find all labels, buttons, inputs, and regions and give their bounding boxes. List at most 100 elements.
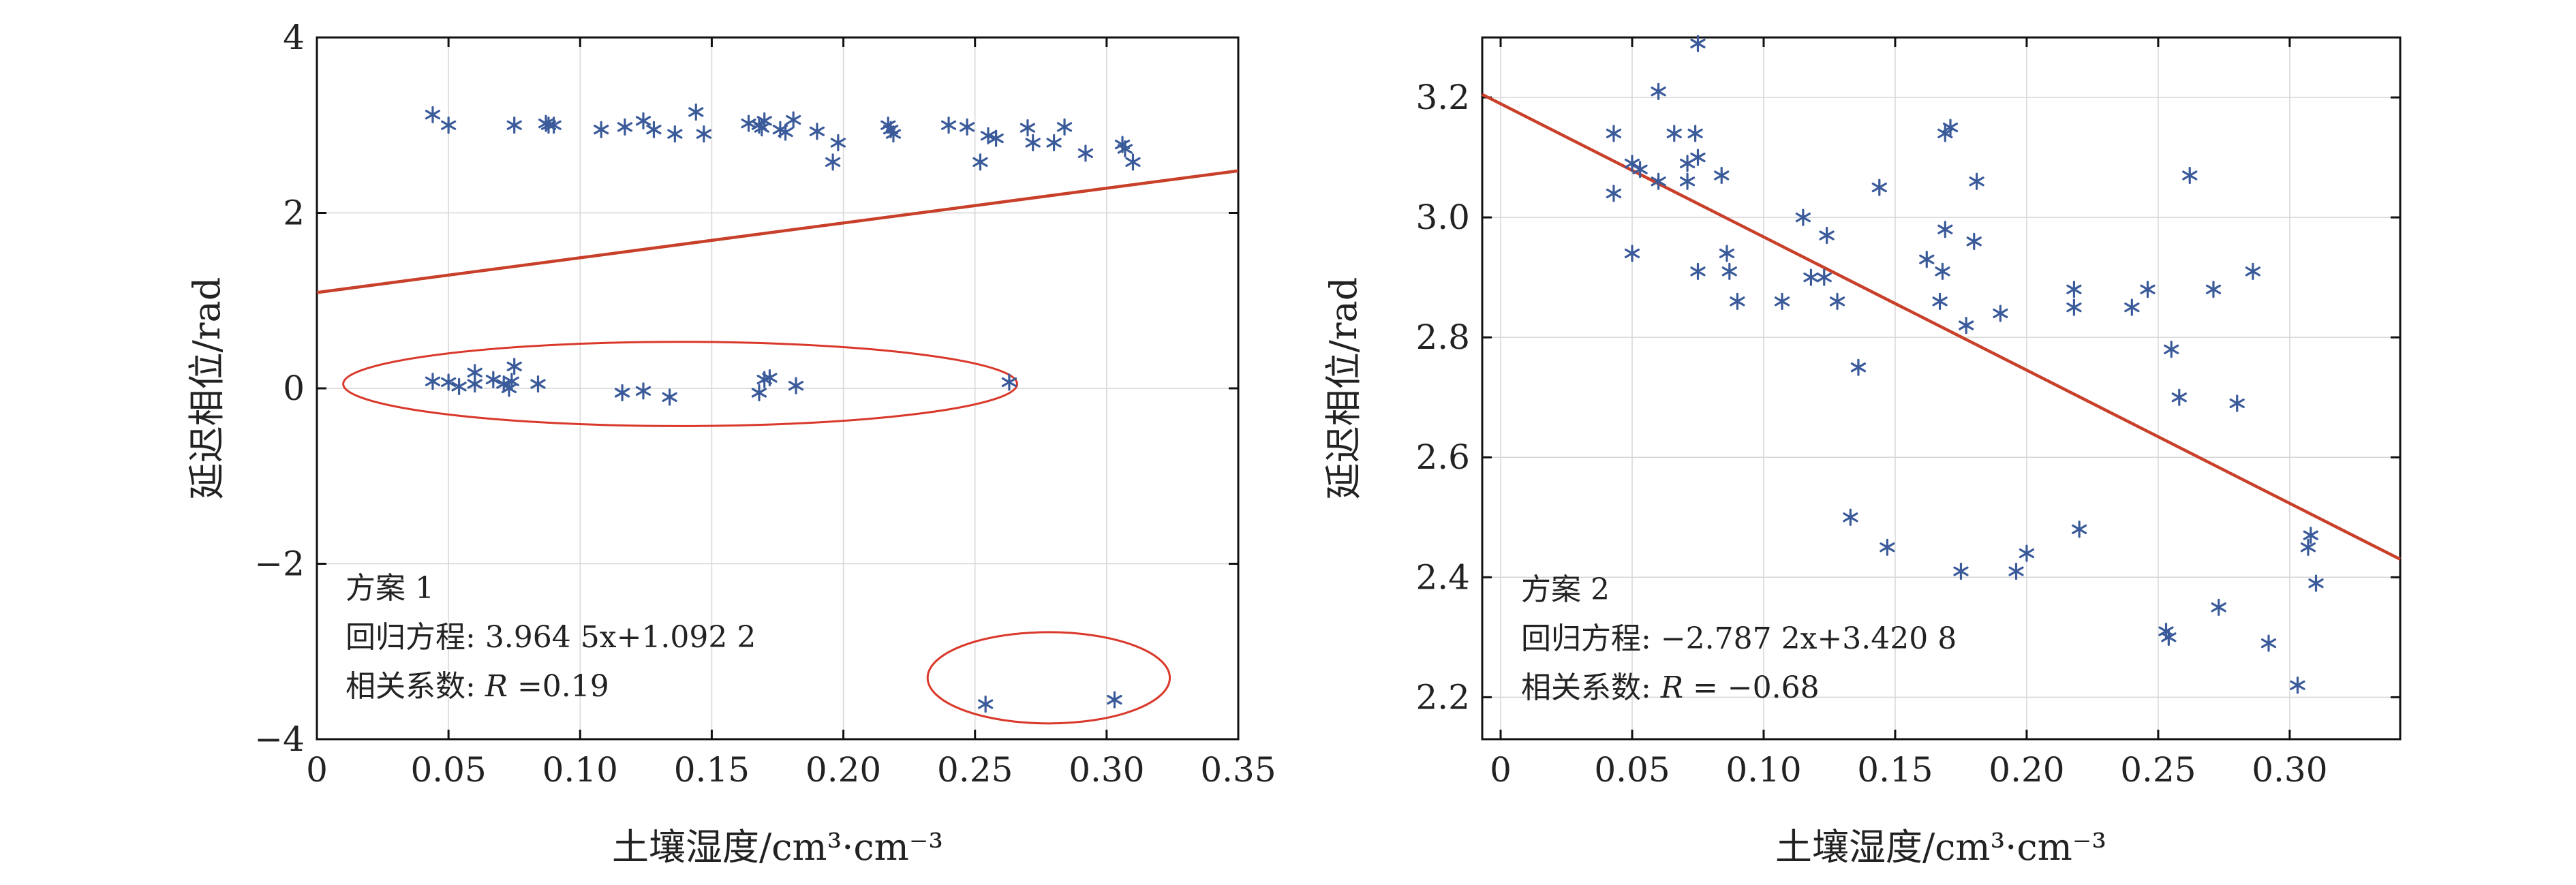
chart1-data-point [1117, 140, 1133, 158]
chart1-data-point [959, 118, 975, 136]
chart2-data-point [2140, 281, 2156, 298]
chart1-outlier-ellipses [342, 341, 1171, 725]
chart1-data-point [825, 153, 841, 171]
chart2-data-point [1795, 208, 1811, 226]
chart2-x-tick-label: 0.20 [1989, 750, 2064, 790]
chart1-data-point [667, 125, 683, 143]
chart1-data-point [1125, 153, 1141, 171]
chart2-equation-label: 回归方程: [1521, 621, 1661, 656]
chart2-data-point [2300, 538, 2316, 556]
chart2-y-axis-title: 延迟相位/rad [1322, 277, 1365, 500]
chart1-data-point [696, 125, 711, 143]
chart2-corr-var: R [1660, 670, 1683, 705]
chart1-correlation: 相关系数: R =0.19 [346, 669, 609, 704]
chart1-data-point [688, 103, 704, 121]
chart2-plot-frame [1481, 36, 2402, 741]
chart1-data-point [617, 118, 633, 136]
chart1-ellipse-2 [926, 631, 1171, 725]
chart2-x-tick-label: 0.25 [2120, 750, 2196, 790]
chart1-data-point [786, 111, 801, 129]
chart1-data-point [988, 129, 1004, 147]
chart1-x-tick-label: 0 [306, 750, 328, 790]
chart1-data-point [756, 112, 772, 129]
chart1-data-point [1025, 134, 1041, 152]
chart1-regression-line [316, 169, 1239, 294]
chart2-data-point [2066, 298, 2082, 316]
chart2-data-point [1959, 316, 1974, 335]
chart1-data-point [885, 125, 902, 143]
chart2-data-point [1871, 178, 1887, 196]
chart1-data-point [504, 373, 519, 390]
chart1-x-tick-label: 0.10 [542, 750, 618, 790]
chart-panel-1: 0 0.05 0.10 0.15 0.20 0.25 0.30 0.35 −4 −2 0 2 4 土壤… [185, 18, 1276, 869]
chart1-x-tick-label: 0.15 [674, 750, 750, 790]
chart1-y-tick-label: 2 [283, 193, 305, 233]
chart1-y-axis-title: 延迟相位/rad [185, 277, 228, 500]
chart1-data-point [762, 369, 778, 387]
chart1-data-point [980, 127, 996, 144]
chart2-data-point [1966, 232, 1982, 250]
chart2-data-point [1606, 125, 1622, 142]
chart2-x-tick-label: 0 [1490, 750, 1512, 790]
chart1-data-point [1056, 118, 1073, 136]
chart2-x-tick-label: 0.15 [1857, 750, 1933, 790]
chart1-data-point [635, 112, 651, 129]
chart1-data-point [425, 373, 441, 390]
chart1-data-point [940, 117, 957, 134]
chart2-x-tick-label: 0.10 [1726, 750, 1801, 790]
chart2-data-point [1819, 226, 1835, 245]
chart1-corr-var: R [485, 669, 508, 704]
chart2-data-point [1714, 166, 1730, 185]
chart2-data-point [1942, 119, 1959, 136]
chart2-data-point [2303, 527, 2318, 544]
chart2-data-point [2229, 394, 2245, 412]
chart1-x-tick-label: 0.05 [410, 750, 486, 790]
chart2-corr-label: 相关系数: [1521, 670, 1661, 705]
chart2-data-point [2290, 677, 2305, 694]
chart2-y-tick-label: 3.2 [1415, 78, 1470, 117]
chart1-data-points [425, 103, 1141, 713]
chart2-data-point [1721, 262, 1737, 280]
chart2-data-point [1624, 155, 1640, 172]
chart2-data-point [1937, 221, 1953, 238]
chart1-corr-value: =0.19 [508, 669, 609, 704]
chart2-x-axis-title: 土壤湿度/cm³·cm⁻³ [1775, 826, 2106, 869]
chart1-data-point [485, 371, 501, 388]
chart2-equation-text: −2.787 2x+3.420 8 [1661, 621, 1957, 656]
chart2-data-point [1774, 292, 1790, 310]
chart2-data-point [2164, 341, 2179, 358]
chart1-data-point [441, 117, 457, 134]
chart2-data-point [2161, 628, 2177, 646]
chart2-y-tick-label: 2.4 [1415, 557, 1470, 597]
chart2-data-point [2171, 388, 2187, 406]
chart2-data-point [1935, 262, 1950, 280]
chart2-data-point [2308, 574, 2324, 592]
chart1-y-tick-label: −4 [254, 719, 305, 759]
chart2-data-point [1843, 508, 1858, 526]
chart2-data-point [1632, 161, 1648, 178]
chart1-data-point [662, 388, 677, 406]
chart1-equation-label: 回归方程: [346, 620, 485, 655]
chart2-data-point [1919, 251, 1935, 268]
chart2-data-point [2124, 298, 2140, 316]
chart1-data-point [646, 121, 662, 138]
chart2-data-point [2245, 262, 2260, 280]
chart2-data-point [2260, 634, 2277, 652]
chart2-gridlines [1482, 37, 2400, 739]
chart1-regression-equation: 回归方程: 3.964 5x+1.092 2 [346, 620, 756, 655]
chart2-data-point [1880, 538, 1895, 556]
chart1-data-point [778, 123, 793, 141]
chart2-scheme-label: 方案 2 [1521, 572, 1610, 607]
chart2-data-point [1932, 292, 1948, 310]
chart1-scheme-label: 方案 1 [346, 571, 434, 606]
chart2-data-point [1690, 262, 1706, 280]
chart2-data-points [1606, 35, 2324, 694]
chart2-data-point [1690, 149, 1706, 166]
chart1-x-tick-label: 0.30 [1069, 750, 1144, 790]
chart1-corr-label: 相关系数: [346, 669, 485, 704]
chart1-y-tick-labels: −4 −2 0 2 4 [254, 18, 305, 759]
chart1-data-point [506, 358, 522, 375]
chart2-data-point [1829, 292, 1845, 310]
chart2-x-tick-label: 0.30 [2252, 750, 2327, 790]
chart2-data-point [2008, 562, 2024, 580]
